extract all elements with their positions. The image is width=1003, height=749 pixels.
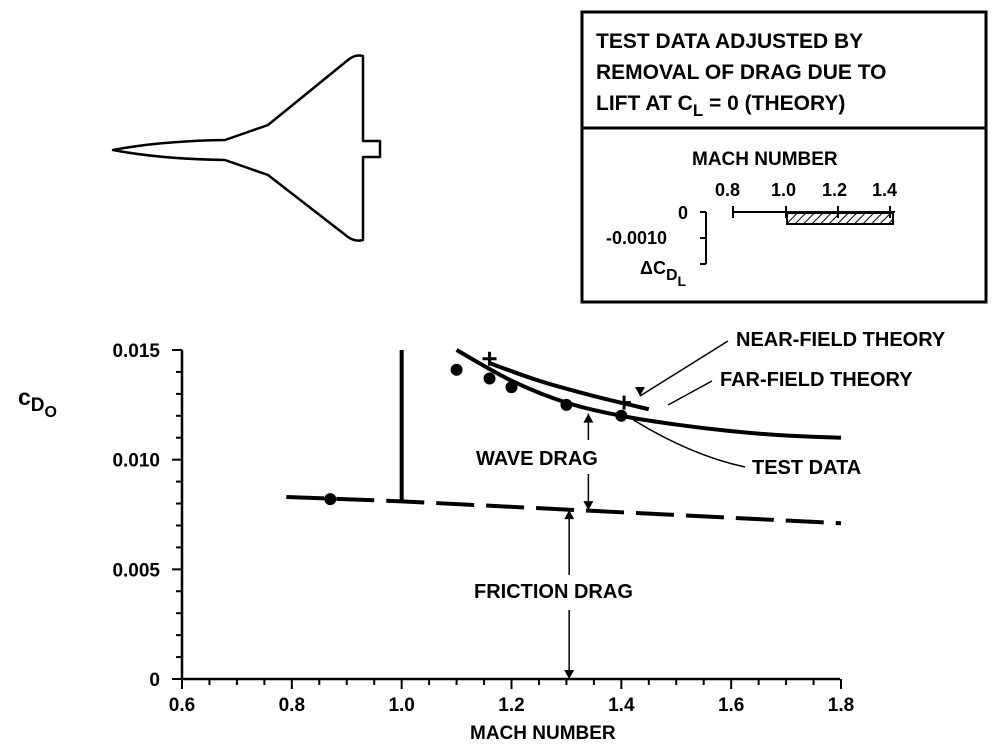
y-tick-label: 0.010 — [112, 451, 160, 472]
inset-mach-tick-1.2: 1.2 — [822, 180, 847, 200]
test-data-point — [450, 363, 463, 376]
inset-y-tick-minus: -0.0010 — [606, 228, 667, 248]
annotation-friction-drag: FRICTION DRAG — [474, 581, 633, 603]
near-field-plus-marker — [482, 351, 497, 366]
inset-mach-label: MACH NUMBER — [692, 149, 838, 170]
arrow-head — [583, 413, 594, 423]
x-axis-label: MACH NUMBER — [470, 723, 616, 744]
annotation-near-field: NEAR-FIELD THEORY — [736, 329, 946, 351]
annotation-test-data: TEST DATA — [752, 457, 861, 479]
arrow-head — [564, 670, 575, 679]
inset-box: TEST DATA ADJUSTED BY REMOVAL OF DRAG DU… — [580, 10, 988, 304]
inset-y-axis — [700, 211, 707, 265]
test-data-point — [505, 381, 518, 394]
y-tick-label: 0 — [149, 670, 160, 691]
y-tick-labels: 0 0.005 0.010 0.015 — [112, 341, 160, 691]
inset-title-line-1: TEST DATA ADJUSTED BY — [596, 30, 863, 53]
x-tick-label: 1.0 — [388, 695, 414, 716]
markers-group — [324, 351, 632, 506]
x-tick-label: 0.8 — [279, 695, 305, 716]
chart-area: 0.6 0.8 1.0 1.2 1.4 1.6 1.8 0 0.005 0.010 0.015 c… — [18, 329, 946, 744]
inset-hatched-increment — [786, 212, 894, 225]
annotation-far-field: FAR-FIELD THEORY — [720, 369, 913, 391]
test-data-point — [483, 372, 496, 385]
x-tick-labels: 0.6 0.8 1.0 1.2 1.4 1.6 1.8 — [169, 695, 854, 716]
inset-mach-tick-1.0: 1.0 — [771, 180, 796, 200]
aircraft-planform-icon — [111, 54, 382, 242]
near-field-plus-marker — [617, 395, 632, 410]
inset-y-label: ΔCDL — [640, 258, 687, 289]
arrow-head — [583, 501, 594, 511]
axes — [172, 349, 842, 689]
x-tick-label: 1.2 — [498, 695, 524, 716]
test-data-point — [615, 409, 628, 422]
x-tick-label: 0.6 — [169, 695, 195, 716]
y-tick-label: 0.015 — [112, 341, 160, 362]
series-far-field-theory — [455, 348, 842, 440]
inset-mach-tick-1.4: 1.4 — [872, 180, 897, 200]
y-tick-label: 0.005 — [112, 560, 160, 581]
arrow-head — [564, 510, 575, 520]
series-friction-drag — [286, 494, 842, 526]
test-data-point — [560, 398, 573, 411]
inset-title-line-2: REMOVAL OF DRAG DUE TO — [596, 61, 887, 84]
near-field-leader — [639, 340, 729, 397]
inset-mach-tick-0.8: 0.8 — [715, 180, 740, 200]
x-tick-label: 1.6 — [718, 695, 744, 716]
x-tick-label: 1.4 — [608, 695, 635, 716]
annotations-group — [564, 340, 746, 679]
test-data-leader — [631, 418, 746, 468]
x-tick-label: 1.8 — [828, 695, 854, 716]
test-data-point — [324, 493, 337, 506]
inset-title-line-3: LIFT AT CL = 0 (THEORY) — [596, 92, 845, 120]
annotation-wave-drag: WAVE DRAG — [476, 448, 598, 470]
inset-y-tick-0: 0 — [678, 203, 688, 223]
far-field-leader — [667, 380, 713, 406]
arrow-head — [635, 387, 645, 396]
y-axis-label: cDO — [18, 384, 57, 421]
